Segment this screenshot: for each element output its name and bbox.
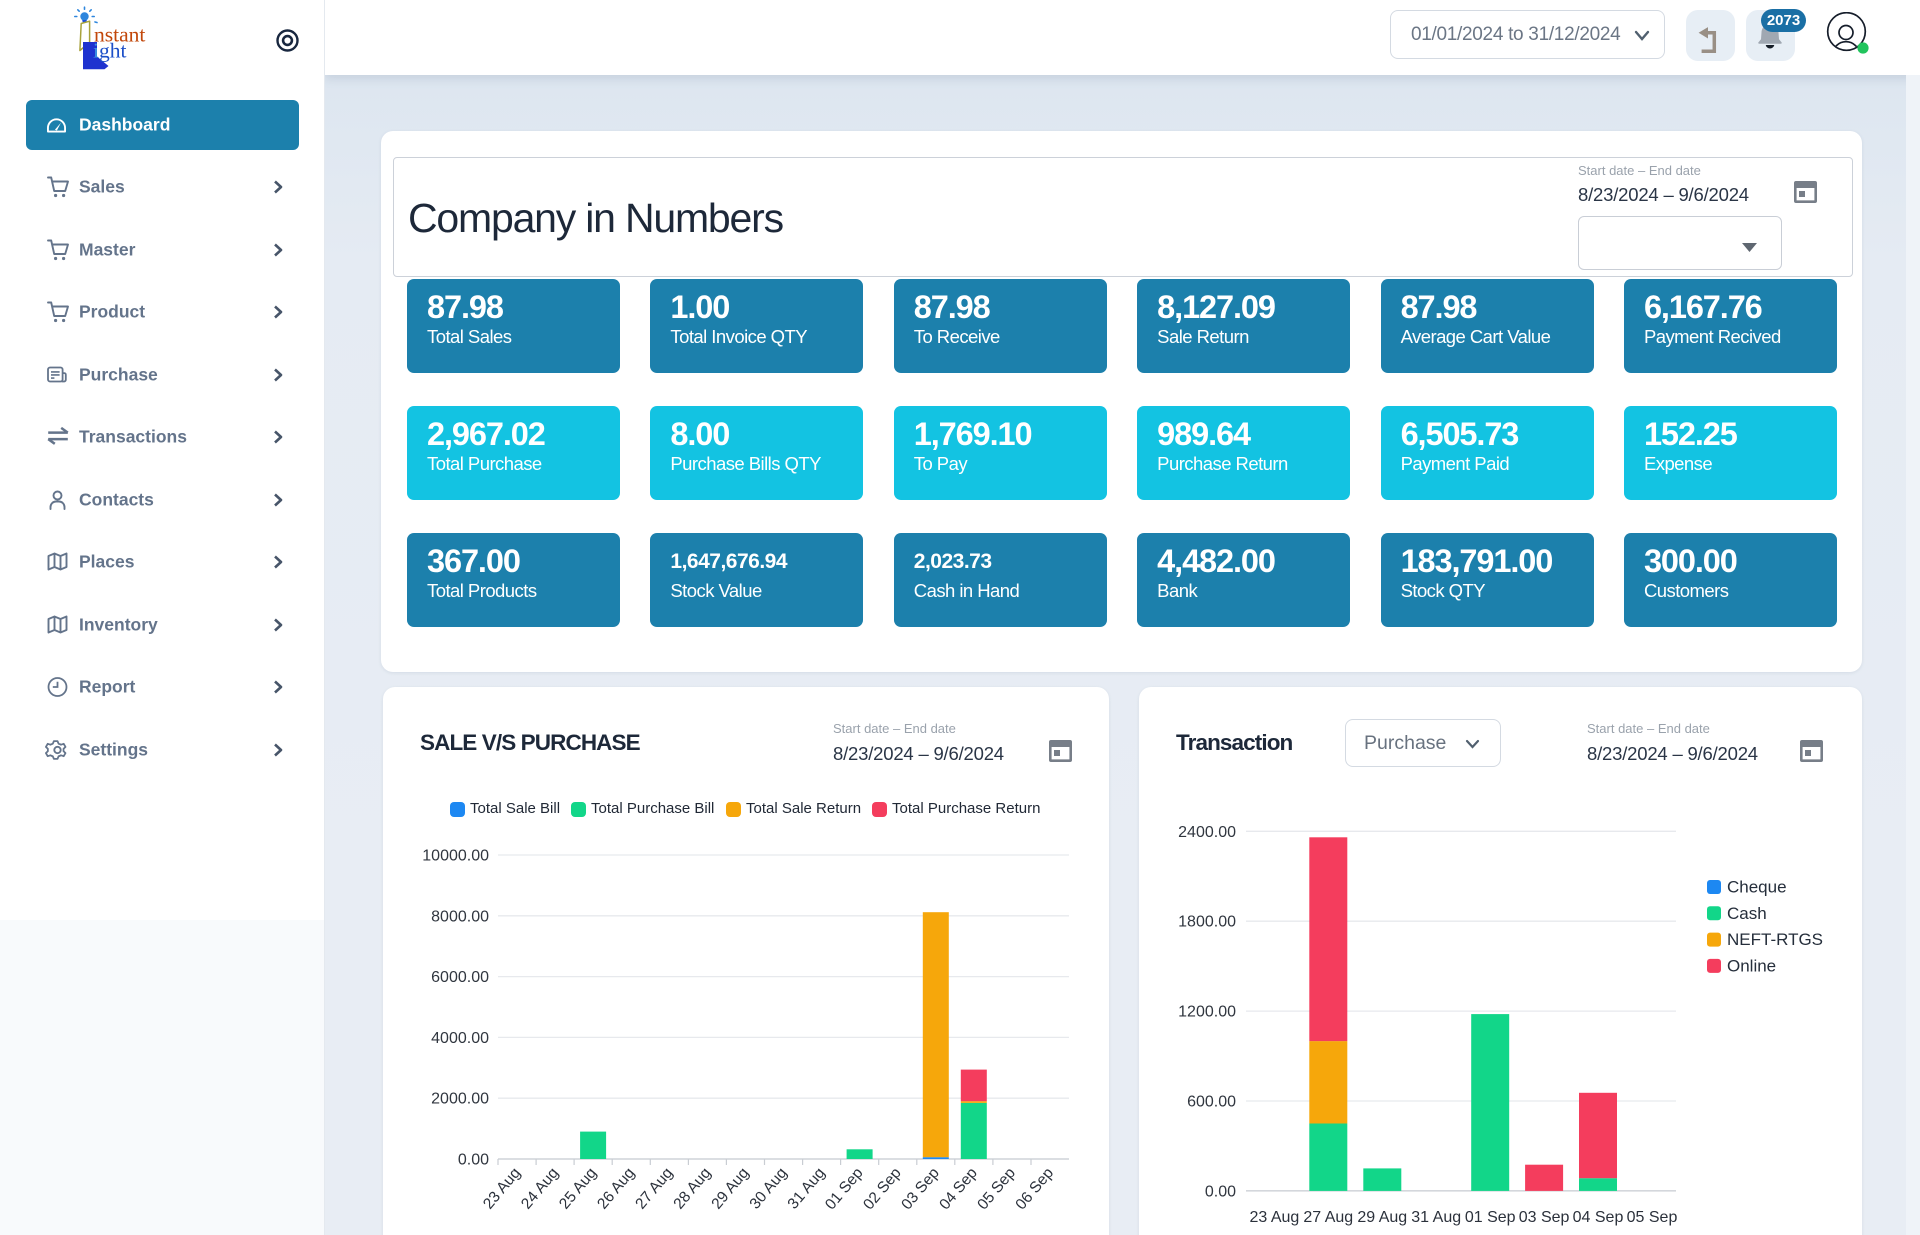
svg-text:29 Aug: 29 Aug xyxy=(708,1165,752,1213)
svg-text:23 Aug: 23 Aug xyxy=(1249,1209,1299,1226)
svg-text:Cheque: Cheque xyxy=(1727,878,1787,897)
svg-text:nstant: nstant xyxy=(94,23,145,47)
svg-text:05 Sep: 05 Sep xyxy=(974,1165,1019,1214)
svg-text:600.00: 600.00 xyxy=(1187,1094,1236,1111)
svg-text:4000.00: 4000.00 xyxy=(431,1030,489,1047)
svg-text:ight: ight xyxy=(93,39,126,63)
svg-text:Cash: Cash xyxy=(1727,904,1767,923)
svg-text:24 Aug: 24 Aug xyxy=(518,1165,562,1213)
svg-text:30 Aug: 30 Aug xyxy=(747,1165,791,1213)
svg-text:2400.00: 2400.00 xyxy=(1178,824,1236,841)
svg-text:03 Sep: 03 Sep xyxy=(1519,1209,1570,1226)
svg-text:04 Sep: 04 Sep xyxy=(936,1165,981,1214)
svg-text:23 Aug: 23 Aug xyxy=(480,1165,524,1213)
svg-text:NEFT-RTGS: NEFT-RTGS xyxy=(1727,930,1823,949)
svg-text:31 Aug: 31 Aug xyxy=(785,1165,829,1213)
svg-text:0.00: 0.00 xyxy=(458,1152,489,1169)
svg-text:2000.00: 2000.00 xyxy=(431,1091,489,1108)
svg-text:8000.00: 8000.00 xyxy=(431,908,489,925)
svg-text:1200.00: 1200.00 xyxy=(1178,1004,1236,1021)
svg-text:06 Sep: 06 Sep xyxy=(1012,1165,1057,1214)
svg-text:02 Sep: 02 Sep xyxy=(860,1165,905,1214)
svg-text:27 Aug: 27 Aug xyxy=(632,1165,676,1213)
svg-text:10000.00: 10000.00 xyxy=(422,848,489,865)
svg-text:1800.00: 1800.00 xyxy=(1178,914,1236,931)
svg-text:27 Aug: 27 Aug xyxy=(1303,1209,1353,1226)
svg-text:0.00: 0.00 xyxy=(1205,1183,1236,1200)
svg-text:05 Sep: 05 Sep xyxy=(1627,1209,1678,1226)
svg-text:01 Sep: 01 Sep xyxy=(1465,1209,1516,1226)
svg-text:26 Aug: 26 Aug xyxy=(594,1165,638,1213)
svg-text:31 Aug: 31 Aug xyxy=(1411,1209,1461,1226)
svg-text:28 Aug: 28 Aug xyxy=(670,1165,714,1213)
svg-text:29 Aug: 29 Aug xyxy=(1357,1209,1407,1226)
svg-text:03 Sep: 03 Sep xyxy=(898,1165,943,1214)
svg-text:01 Sep: 01 Sep xyxy=(822,1165,867,1214)
svg-text:04 Sep: 04 Sep xyxy=(1573,1209,1624,1226)
svg-text:25 Aug: 25 Aug xyxy=(556,1165,600,1213)
svg-text:Online: Online xyxy=(1727,956,1776,975)
svg-text:6000.00: 6000.00 xyxy=(431,969,489,986)
